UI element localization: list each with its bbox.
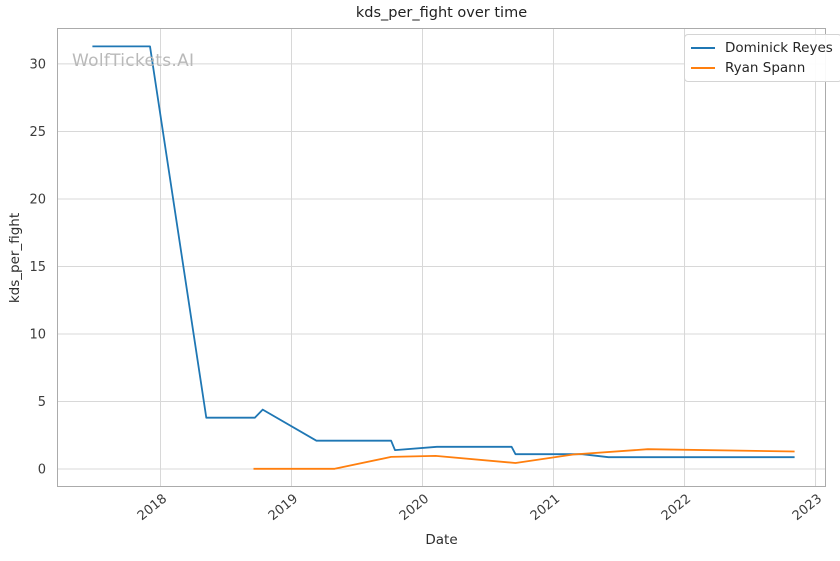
x-tick-label: 2021 <box>528 491 563 523</box>
y-tick-label: 10 <box>29 328 46 343</box>
legend-item-ryan-spann: Ryan Spann <box>691 59 833 77</box>
watermark: WolfTickets.AI <box>72 51 195 71</box>
y-axis-label: kds_per_fight <box>7 212 23 304</box>
y-tick-label: 25 <box>29 125 46 140</box>
x-tick-label: 2023 <box>790 491 825 523</box>
legend-item-dominick-reyes: Dominick Reyes <box>691 39 833 57</box>
y-tick-label: 0 <box>38 463 46 478</box>
y-tick-label: 30 <box>29 57 46 72</box>
plot-border <box>57 28 826 487</box>
legend-line-swatch-orange <box>691 67 715 69</box>
x-tick-label: 2020 <box>397 491 432 523</box>
legend-line-swatch-blue <box>691 47 715 49</box>
legend-label: Dominick Reyes <box>725 40 833 56</box>
x-tick-label: 2019 <box>266 491 301 523</box>
chart-title: kds_per_fight over time <box>355 5 528 21</box>
x-tick-label: 2022 <box>659 491 694 523</box>
y-tick-label: 15 <box>29 260 46 275</box>
legend: Dominick Reyes Ryan Spann <box>684 34 840 82</box>
x-tick-label: 2018 <box>135 491 170 523</box>
legend-label: Ryan Spann <box>725 60 806 76</box>
series-line-1 <box>253 448 795 470</box>
y-tick-label: 20 <box>29 192 46 207</box>
y-tick-label: 5 <box>38 395 46 410</box>
x-axis-label: Date <box>425 532 458 548</box>
series-line-0 <box>92 45 795 459</box>
